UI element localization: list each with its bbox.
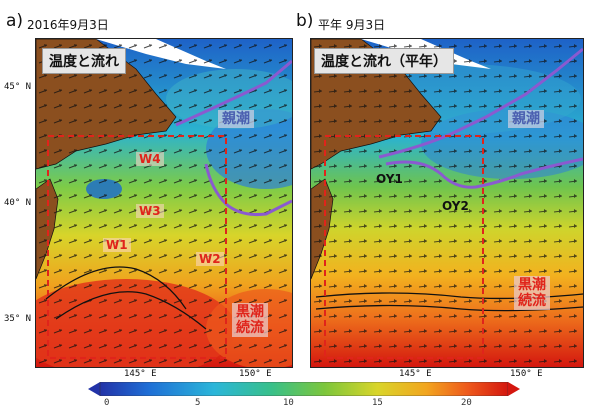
colorbar-tick-15: 15 [372,398,383,408]
panel-a-date: 2016年9月3日 [27,18,109,32]
panel-a-letter: a) [6,11,24,31]
panel-b-lon-145: 145° E [399,369,432,379]
colorbar [88,382,520,396]
panel-a-kuroshio-line2: 続流 [236,320,264,336]
panel-b-date: 平年 9月3日 [318,18,386,32]
colorbar-tick-5: 5 [195,398,201,408]
panel-b-lon-150: 150° E [510,369,543,379]
panel-b-kuroshio-label: 黒潮 続流 [514,276,550,310]
panel-a-lon-150: 150° E [239,369,272,379]
panel-b-letter: b) [296,11,314,31]
panel-b-canvas [311,39,583,367]
panel-a-oyashio-label: 親潮 [218,110,254,128]
panel-b-kuroshio-line2: 続流 [518,293,546,309]
water-mass-w2: W2 [196,252,224,266]
water-mass-w3: W3 [136,204,164,218]
panel-a-lat-35: 35° N [4,314,32,324]
point-oy1: OY1 [376,172,403,186]
water-mass-w4: W4 [136,152,164,166]
panel-b-map [310,38,584,368]
panel-b-oyashio-label: 親潮 [508,110,544,128]
panel-a-title: 温度と流れ [42,48,126,74]
panel-a-kuroshio-line1: 黒潮 [236,304,264,320]
panel-b-title: 温度と流れ（平年） [314,48,454,74]
panel-a-lon-145: 145° E [124,369,157,379]
colorbar-tick-10: 10 [283,398,294,408]
point-oy2: OY2 [442,199,469,213]
colorbar-tick-20: 20 [461,398,472,408]
panel-a-lat-45: 45° N [4,82,32,92]
colorbar-tick-0: 0 [104,398,110,408]
panel-b-kuroshio-line1: 黒潮 [518,277,546,293]
water-mass-w1: W1 [103,238,131,252]
panel-a-lat-40: 40° N [4,198,32,208]
panel-a-kuroshio-label: 黒潮 続流 [232,303,268,337]
